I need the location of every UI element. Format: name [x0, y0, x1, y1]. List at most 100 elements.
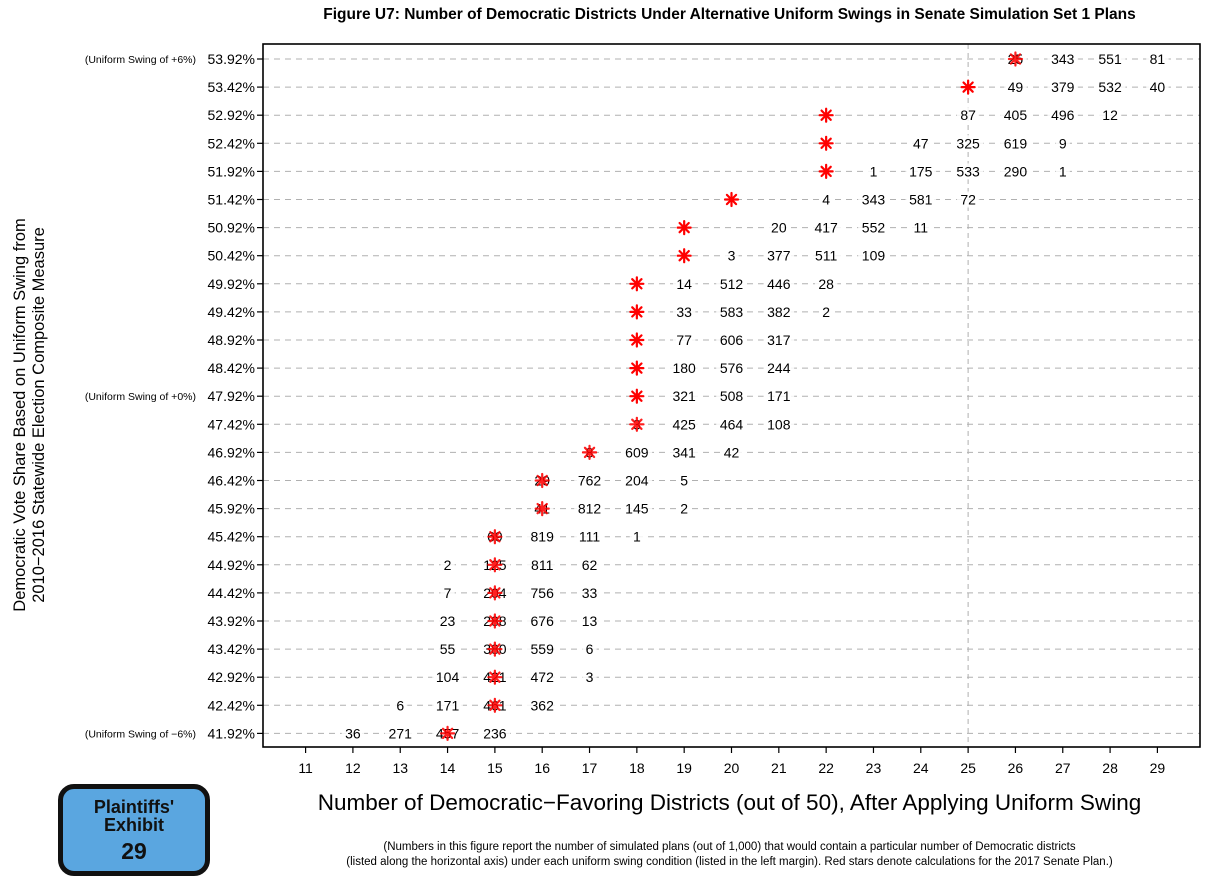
count-label-bg: [578, 584, 601, 601]
count-label-bg: [716, 388, 747, 405]
count-label: 405: [1004, 107, 1028, 123]
count-label: 62: [582, 557, 598, 573]
x-axis-label: Number of Democratic−Favoring Districts …: [317, 790, 1142, 815]
y-tick-label: 48.42%: [208, 360, 255, 376]
count-label: 111: [579, 529, 600, 545]
count-label: 175: [909, 163, 933, 179]
y-tick-label: 41.92%: [208, 725, 255, 741]
count-label-bg: [1047, 107, 1079, 124]
exhibit-line-1: Plaintiffs': [93, 797, 175, 817]
count-label: 36: [345, 725, 361, 741]
count-label: 33: [676, 304, 692, 320]
count-label-bg: [574, 472, 605, 489]
star-marker: [723, 191, 740, 208]
count-label: 2: [680, 501, 688, 517]
x-tick-label: 21: [771, 760, 787, 776]
count-label-bg: [440, 556, 455, 573]
x-tick-label: 16: [534, 760, 550, 776]
count-label-bg: [582, 669, 597, 686]
y-tick-label: 44.42%: [208, 585, 255, 601]
count-label: 533: [956, 163, 980, 179]
count-label: 109: [862, 248, 886, 264]
figure-note-line-1: (Numbers in this figure report the numbe…: [383, 841, 1076, 853]
y-tick-label: 45.42%: [208, 529, 255, 545]
y-tick-label: 53.92%: [208, 51, 255, 67]
count-label: 3: [586, 669, 594, 685]
count-label-bg: [720, 444, 743, 461]
count-label: 7: [444, 585, 452, 601]
count-label-bg: [1094, 51, 1126, 67]
count-label-bg: [1000, 163, 1031, 180]
count-label: 55: [440, 641, 456, 657]
x-tick-label: 12: [345, 760, 361, 776]
count-label-bg: [952, 135, 984, 152]
count-label-bg: [526, 613, 558, 629]
count-label-bg: [716, 275, 747, 292]
count-label-bg: [526, 669, 558, 686]
y-tick-label: 48.92%: [208, 332, 255, 348]
count-label-bg: [1098, 107, 1122, 124]
count-label: 464: [720, 416, 744, 432]
count-label: 40: [1150, 79, 1166, 95]
x-tick-label: 20: [724, 760, 740, 776]
count-label-bg: [526, 641, 558, 658]
x-tick-label: 19: [676, 760, 692, 776]
y-tick-label: 43.42%: [208, 641, 255, 657]
x-tick-label: 17: [582, 760, 598, 776]
star-marker-overlay: [534, 472, 550, 489]
star-marker: [818, 107, 834, 123]
y-tick-label: 51.42%: [208, 192, 255, 208]
count-label: 171: [767, 388, 791, 404]
count-label-bg: [668, 416, 700, 433]
x-tick-label: 27: [1055, 760, 1071, 776]
figure-note: (Numbers in this figure report the numbe…: [232, 840, 1227, 870]
count-label-bg: [763, 416, 795, 433]
count-label: 6: [396, 697, 404, 713]
count-label: 619: [1004, 135, 1028, 151]
x-tick-label: 25: [960, 760, 976, 776]
count-label-bg: [814, 275, 838, 292]
count-label-bg: [1047, 51, 1079, 67]
count-label-bg: [763, 303, 795, 320]
count-label: 472: [531, 669, 555, 685]
count-label: 290: [1004, 163, 1028, 179]
count-label: 609: [625, 444, 649, 460]
star-marker-overlay: [487, 585, 503, 601]
count-label-bg: [672, 303, 696, 320]
count-label: 47: [913, 135, 929, 151]
count-label-bg: [819, 191, 834, 208]
y-tick-label: 43.92%: [208, 613, 255, 629]
count-label-bg: [578, 613, 601, 629]
count-label: 81: [1150, 51, 1166, 67]
star-marker: [818, 163, 834, 179]
count-label: 11: [914, 220, 929, 236]
count-label-bg: [716, 416, 747, 433]
count-label-bg: [819, 303, 834, 320]
count-label: 762: [578, 473, 602, 489]
count-label-bg: [767, 219, 791, 236]
star-marker: [960, 79, 976, 95]
star-marker-overlay: [487, 613, 503, 629]
x-tick-label: 29: [1150, 760, 1166, 776]
y-tick-label: 42.92%: [208, 669, 255, 685]
y-tick-label: 47.42%: [208, 416, 255, 432]
count-label-bg: [621, 500, 653, 517]
star-marker-overlay: [487, 641, 503, 657]
x-tick-label: 15: [487, 760, 503, 776]
count-label-bg: [905, 191, 937, 208]
count-label: 532: [1098, 79, 1122, 95]
count-label: 171: [436, 697, 460, 713]
count-label-bg: [1000, 135, 1031, 152]
count-label-bg: [716, 360, 747, 377]
count-label-bg: [574, 500, 605, 517]
count-label-bg: [763, 388, 795, 405]
count-label: 13: [582, 613, 598, 629]
y-tick-label: 50.92%: [208, 220, 255, 236]
count-label: 508: [720, 388, 744, 404]
swing-annotation: (Uniform Swing of +0%): [85, 391, 196, 403]
y-tick-label: 42.42%: [208, 697, 255, 713]
count-label-bg: [858, 191, 889, 208]
count-label-bg: [763, 275, 795, 292]
count-label: 33: [582, 585, 598, 601]
count-label: 5: [680, 473, 688, 489]
